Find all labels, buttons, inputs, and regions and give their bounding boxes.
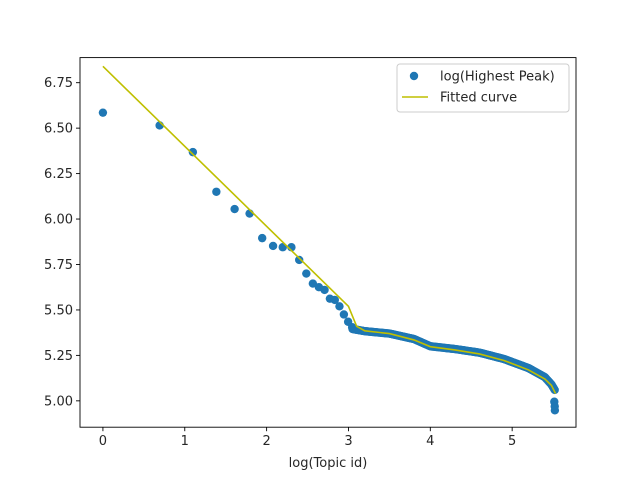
scatter-point [294,255,304,265]
x-tick-label: 3 [344,434,352,449]
x-axis-label: log(Topic id) [289,456,368,471]
x-tick-label: 4 [426,434,434,449]
y-tick-label: 5.25 [44,349,73,364]
scatter-point [230,204,239,214]
scatter-point [257,233,267,243]
scatter-point [550,406,560,415]
plot-area [80,57,576,428]
scatter-point [320,285,329,295]
scatter-point [188,147,198,157]
scatter-point [268,241,278,251]
y-tick-label: 5.50 [44,303,73,318]
scatter-point [302,269,311,278]
scatter-point [98,108,108,117]
scatter-point [330,295,339,305]
y-tick-label: 5.00 [44,394,73,409]
scatter-point [335,302,344,311]
legend-box [396,63,570,113]
x-tick-label: 0 [99,434,107,449]
x-tick-label: 5 [508,434,516,449]
y-tick-label: 5.75 [44,258,73,273]
scatter-point [339,310,349,319]
fitted-curve-line [102,65,557,394]
legend: log(Highest Peak) Fitted curve [396,63,570,113]
legend-label-highest-peak: log(Highest Peak) [440,70,555,85]
x-tick-label: 2 [262,434,270,449]
scatter-point [212,187,221,196]
y-tick-label: 6.75 [44,76,73,91]
y-tick-label: 6.00 [44,213,73,228]
legend-marker-scatter [409,71,419,81]
x-tick-label: 1 [181,434,189,449]
y-tick-label: 6.25 [44,167,73,182]
scatter-point [308,279,318,288]
y-tick-label: 6.50 [44,122,73,137]
legend-label-fitted-curve: Fitted curve [440,91,517,106]
axes-frame [79,57,577,428]
